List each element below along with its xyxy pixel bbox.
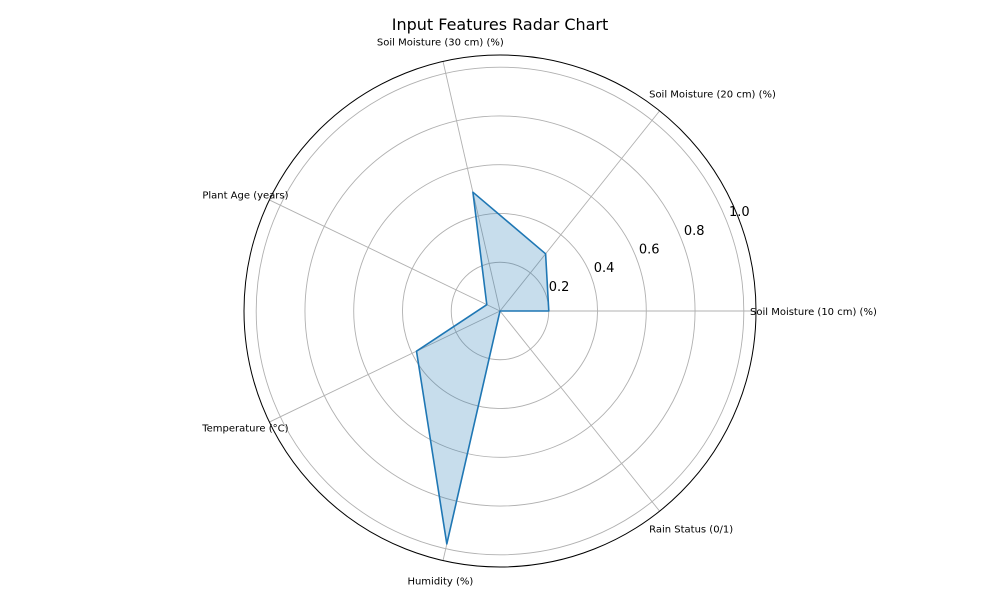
radial-tick-labels: 0.2 0.4 0.6 0.8 1.0: [549, 205, 750, 295]
axis-label-7: Rain Status (0/1): [649, 525, 733, 536]
r-tick-label: 0.6: [639, 242, 660, 257]
axis-label-1: Soil Moisture (10 cm) (%): [750, 307, 877, 318]
r-tick-label: 0.8: [684, 224, 705, 239]
spoke-7: [499, 310, 660, 512]
spoke-3: [442, 61, 501, 312]
axis-label-2: Soil Moisture (20 cm) (%): [649, 89, 776, 100]
spoke-2: [499, 110, 660, 312]
series-layer: [415, 191, 550, 545]
axis-label-3: Soil Moisture (30 cm) (%): [377, 38, 504, 49]
series-line: [415, 191, 550, 545]
spoke-5: [269, 310, 501, 423]
spoke-4: [269, 199, 501, 312]
r-tick-label: 0.2: [549, 280, 570, 295]
polar-frame: [243, 54, 757, 568]
r-tick-label: 0.4: [594, 261, 615, 276]
axis-labels: Soil Moisture (10 cm) (%) Soil Moisture (…: [201, 38, 877, 588]
axis-label-4: Plant Age (years): [202, 191, 288, 202]
chart-title: Input Features Radar Chart: [392, 15, 609, 34]
series-fill: [416, 192, 549, 544]
axis-label-5: Temperature (°C): [201, 423, 288, 434]
axis-label-6: Humidity (%): [407, 576, 473, 587]
r-tick-label: 1.0: [729, 205, 750, 220]
